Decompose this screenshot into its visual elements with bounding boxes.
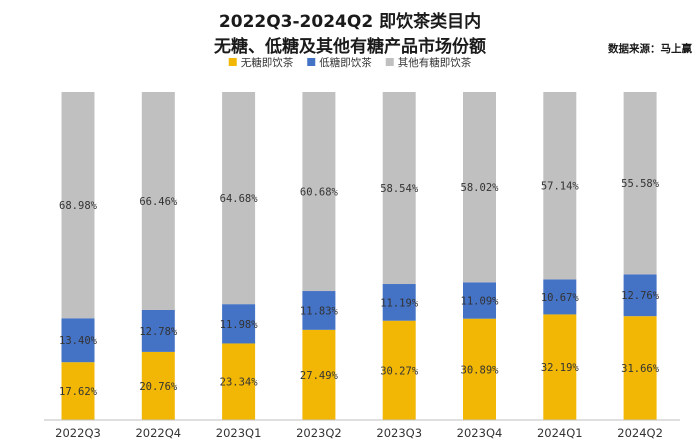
legend-item-low-sugar: 低糖即饮茶 xyxy=(307,56,372,69)
chart-title-line2: 无糖、低糖及其他有糖产品市场份额 xyxy=(214,37,486,57)
x-tick-label-2023Q4: 2023Q4 xyxy=(457,426,503,440)
data-label-sugar-free-2023Q3: 30.27% xyxy=(380,365,419,377)
data-label-sugar-free-2022Q3: 17.62% xyxy=(59,386,98,398)
x-tick-label-2024Q2: 2024Q2 xyxy=(617,426,663,440)
data-label-other-sugared-2024Q1: 57.14% xyxy=(541,181,580,193)
bar-segment-other-sugared-2022Q4 xyxy=(141,92,175,310)
bar-segment-sugar-free-2022Q3 xyxy=(61,362,95,420)
legend-swatch-low-sugar xyxy=(307,58,316,66)
x-tick-label-2022Q3: 2022Q3 xyxy=(55,426,101,440)
data-label-low-sugar-2023Q2: 11.83% xyxy=(300,305,339,317)
bar-segment-other-sugared-2022Q3 xyxy=(61,92,95,319)
data-label-other-sugared-2024Q2: 55.58% xyxy=(621,178,660,190)
data-label-other-sugared-2023Q1: 64.68% xyxy=(220,193,259,205)
legend-label-low-sugar: 低糖即饮茶 xyxy=(319,56,372,69)
bar-segment-sugar-free-2023Q4 xyxy=(463,318,496,420)
x-tick-label-2023Q3: 2023Q3 xyxy=(376,426,422,440)
data-label-sugar-free-2022Q4: 20.76% xyxy=(139,381,178,393)
data-label-other-sugared-2022Q4: 66.46% xyxy=(139,196,178,208)
bar-segment-sugar-free-2023Q3 xyxy=(382,320,416,420)
source-note: 数据来源：马上赢 xyxy=(608,43,692,55)
bar-segment-low-sugar-2023Q2 xyxy=(302,291,336,330)
legend-item-other-sugared: 其他有糖即饮茶 xyxy=(385,56,472,69)
bar-segment-low-sugar-2022Q4 xyxy=(141,309,175,352)
data-label-low-sugar-2022Q4: 12.78% xyxy=(139,326,178,338)
bar-group xyxy=(61,92,657,420)
x-tick-label-2024Q1: 2024Q1 xyxy=(537,426,583,440)
x-tick-label-2022Q4: 2022Q4 xyxy=(135,426,181,440)
segment-label-group: 17.62% 13.40% 68.98% 20.76% 12.78% 66.46% 23.3… xyxy=(59,178,660,398)
data-label-low-sugar-2023Q1: 11.98% xyxy=(220,319,259,331)
data-label-sugar-free-2023Q4: 30.89% xyxy=(461,364,500,376)
legend: 无糖即饮茶 低糖即饮茶 其他有糖即饮茶 xyxy=(228,56,472,69)
x-tick-label-2023Q1: 2023Q1 xyxy=(216,426,262,440)
data-label-low-sugar-2023Q4: 11.09% xyxy=(461,295,500,307)
legend-item-sugar-free: 无糖即饮茶 xyxy=(228,56,294,69)
legend-swatch-other-sugared xyxy=(385,58,394,66)
data-label-other-sugared-2023Q3: 58.54% xyxy=(380,183,419,195)
bar-segment-low-sugar-2023Q1 xyxy=(222,304,256,344)
bar-segment-low-sugar-2024Q2 xyxy=(623,274,657,317)
data-label-other-sugared-2023Q4: 58.02% xyxy=(461,182,500,194)
bar-segment-other-sugared-2024Q1 xyxy=(543,92,577,280)
bar-segment-low-sugar-2022Q3 xyxy=(61,318,95,363)
data-label-low-sugar-2022Q3: 13.40% xyxy=(59,335,98,347)
bar-segment-low-sugar-2023Q4 xyxy=(463,282,496,319)
data-label-other-sugared-2022Q3: 68.98% xyxy=(59,200,98,212)
bar-segment-sugar-free-2024Q2 xyxy=(623,316,657,420)
bar-segment-sugar-free-2023Q2 xyxy=(302,329,336,420)
bar-segment-sugar-free-2023Q1 xyxy=(222,343,256,420)
bar-segment-other-sugared-2023Q3 xyxy=(382,92,416,285)
bar-segment-low-sugar-2023Q3 xyxy=(382,284,416,321)
bar-segment-other-sugared-2023Q2 xyxy=(302,92,336,292)
data-label-sugar-free-2024Q2: 31.66% xyxy=(621,363,660,375)
data-label-sugar-free-2023Q2: 27.49% xyxy=(300,370,339,382)
x-tick-label-2023Q2: 2023Q2 xyxy=(296,426,342,440)
legend-label-sugar-free: 无糖即饮茶 xyxy=(241,56,294,69)
data-label-sugar-free-2023Q1: 23.34% xyxy=(220,377,259,389)
bar-segment-other-sugared-2023Q4 xyxy=(463,92,496,283)
data-label-other-sugared-2023Q2: 60.68% xyxy=(300,187,339,199)
bar-segment-low-sugar-2024Q1 xyxy=(543,279,577,315)
x-tick-group: 2022Q3 2022Q4 2023Q1 2023Q2 2023Q3 2023Q4 2024… xyxy=(55,426,663,440)
bar-segment-other-sugared-2023Q1 xyxy=(222,92,256,305)
data-label-low-sugar-2024Q1: 10.67% xyxy=(541,292,580,304)
data-label-low-sugar-2024Q2: 12.76% xyxy=(621,290,660,302)
bar-segment-sugar-free-2024Q1 xyxy=(543,314,577,420)
data-label-sugar-free-2024Q1: 32.19% xyxy=(541,362,580,374)
bar-segment-other-sugared-2024Q2 xyxy=(623,92,657,275)
data-label-low-sugar-2023Q3: 11.19% xyxy=(380,297,419,309)
legend-label-other-sugared: 其他有糖即饮茶 xyxy=(398,56,472,69)
chart-title-line1: 2022Q3-2024Q2 即饮茶类目内 xyxy=(218,12,482,32)
bar-segment-sugar-free-2022Q4 xyxy=(141,351,175,420)
legend-swatch-sugar-free xyxy=(228,58,237,66)
